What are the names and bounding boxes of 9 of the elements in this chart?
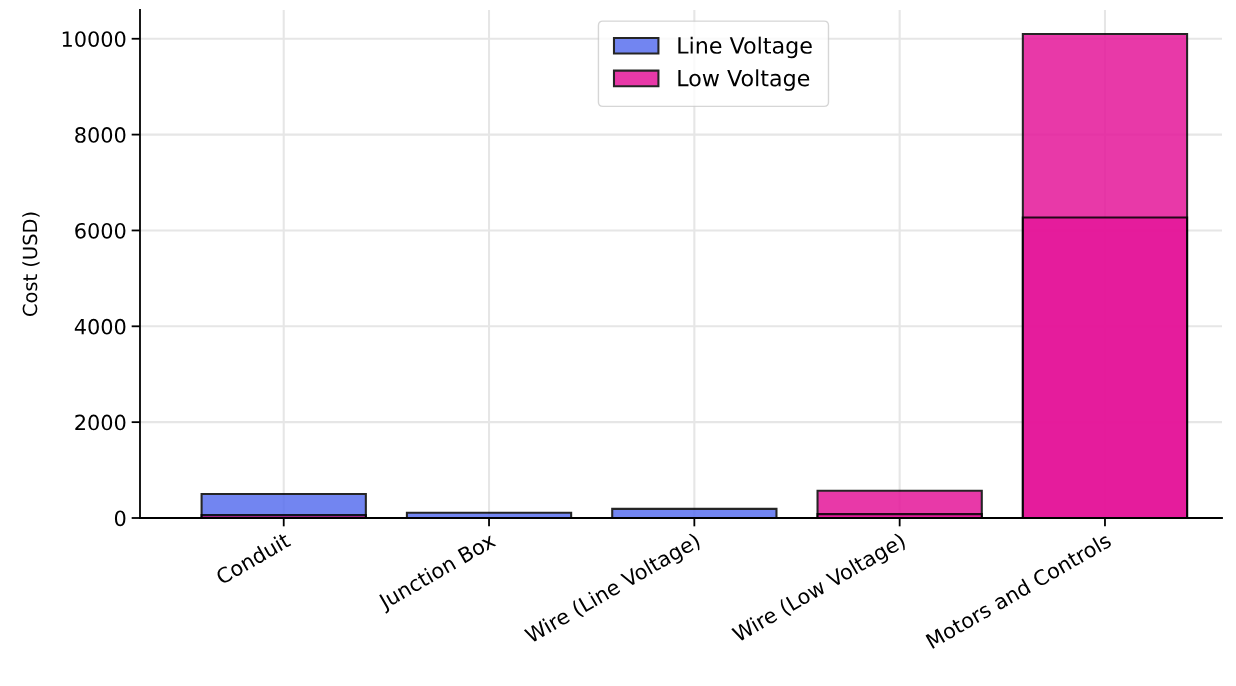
y-tick-label: 2000 [75, 414, 126, 431]
y-tick-label: 4000 [74, 318, 126, 335]
y-tick-label: 6000 [75, 222, 126, 239]
y-tick-label: 10000 [62, 31, 126, 47]
legend-label: Low Voltage [678, 69, 810, 91]
legend-label: Line Voltage [678, 36, 812, 59]
y-tick-label: 0 [114, 510, 126, 527]
y-tick-label: 8000 [75, 127, 126, 143]
y-axis-title: Cost (USD) [22, 212, 40, 316]
